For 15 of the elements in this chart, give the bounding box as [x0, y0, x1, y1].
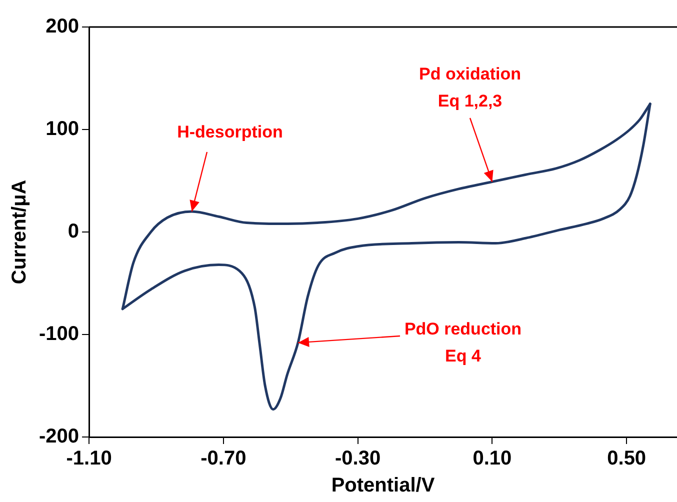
x-tick-label: -1.10 — [66, 448, 112, 470]
x-tick-label: -0.30 — [335, 448, 381, 470]
y-tick-label: -100 — [39, 323, 80, 346]
y-axis-title: Current/μA — [8, 180, 31, 284]
x-axis-title: Potential/V — [331, 474, 436, 497]
y-tick-label: 0 — [68, 220, 80, 243]
x-tick-label: -0.70 — [200, 448, 246, 470]
x-tick-label: 0.10 — [472, 448, 512, 470]
annotation: PdO reduction Eq 4 — [404, 320, 522, 366]
y-tick-label: -200 — [39, 426, 80, 448]
annotation: Pd oxidation Eq 1,2,3 — [419, 64, 521, 111]
annotation: H-desorption — [177, 122, 283, 142]
y-tick-label: 100 — [46, 118, 80, 140]
y-tick-label: 200 — [46, 16, 80, 38]
x-tick-label: 0.50 — [607, 448, 646, 470]
